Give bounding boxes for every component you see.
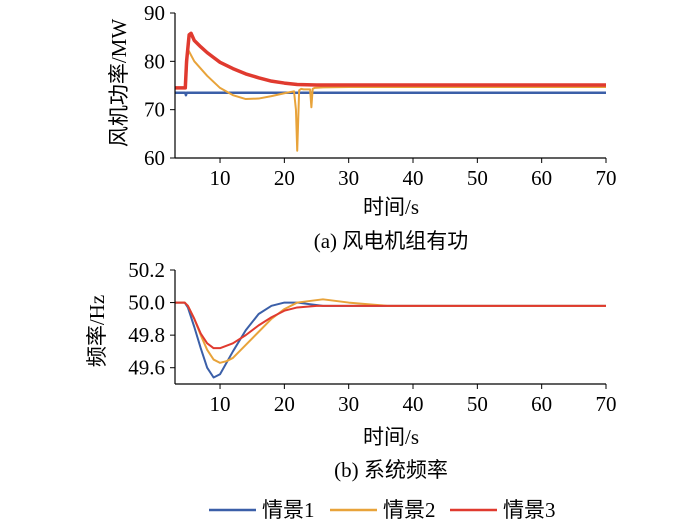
chart-a-x-tick-label: 20 bbox=[274, 166, 295, 190]
chart-a-x-tick-label: 60 bbox=[531, 166, 552, 190]
chart-b-x-tick-label: 70 bbox=[596, 392, 617, 416]
chart-b-x-axis-title: 时间/s bbox=[363, 425, 419, 449]
chart-b-x-tick-label: 50 bbox=[467, 392, 488, 416]
chart-b-x-tick-label: 60 bbox=[531, 392, 552, 416]
chart-b-panel: 频率/Hz 时间/s (b) 系统频率 10 20 30 40 50 60 70 49.6 49… bbox=[85, 258, 617, 482]
chart-b-series-line-s3 bbox=[175, 301, 606, 350]
chart-b-y-axis-title: 频率/Hz bbox=[85, 295, 109, 367]
chart-b-x-tick-label: 20 bbox=[274, 392, 295, 416]
chart-b-y-tick-label: 50.0 bbox=[128, 291, 165, 315]
chart-a-series-line-s2 bbox=[175, 48, 606, 152]
chart-b-x-tick-label: 30 bbox=[338, 392, 359, 416]
legend: 情景1 情景2 情景3 bbox=[209, 498, 556, 522]
legend-label-3: 情景3 bbox=[503, 498, 556, 522]
chart-b-y-tick-label: 50.2 bbox=[128, 258, 165, 282]
chart-a-x-tick-label: 10 bbox=[210, 166, 231, 190]
chart-a-x-tick-label: 40 bbox=[403, 166, 424, 190]
chart-a-panel: 风机功率/MW 时间/s (a) 风电机组有功 10 20 30 40 50 60 70 60… bbox=[107, 1, 617, 253]
chart-a-x-axis-title: 时间/s bbox=[363, 195, 419, 219]
chart-b-series-line-s2 bbox=[175, 298, 606, 364]
chart-a-caption: (a) 风电机组有功 bbox=[314, 229, 469, 253]
legend-label-1: 情景1 bbox=[262, 498, 315, 522]
chart-b-y-tick-label: 49.6 bbox=[128, 356, 165, 380]
chart-b-x-tick-label: 40 bbox=[403, 392, 424, 416]
chart-a-series-line-s1 bbox=[175, 91, 606, 97]
chart-b-x-tick-label: 10 bbox=[210, 392, 231, 416]
chart-a-x-tick-label: 70 bbox=[596, 166, 617, 190]
chart-a-y-axis-title: 风机功率/MW bbox=[107, 19, 131, 148]
legend-label-2: 情景2 bbox=[383, 498, 436, 522]
chart-b-y-tick-label: 49.8 bbox=[128, 323, 165, 347]
chart-a-series-line-s3 bbox=[175, 31, 606, 90]
chart-a-x-tick-label: 30 bbox=[338, 166, 359, 190]
chart-a-y-tick-label: 90 bbox=[144, 1, 165, 25]
chart-a-x-tick-label: 50 bbox=[467, 166, 488, 190]
chart-a-y-tick-label: 60 bbox=[144, 146, 165, 170]
chart-a-y-tick-label: 70 bbox=[144, 98, 165, 122]
chart-b-caption: (b) 系统频率 bbox=[334, 458, 448, 482]
chart-a-y-tick-label: 80 bbox=[144, 49, 165, 73]
